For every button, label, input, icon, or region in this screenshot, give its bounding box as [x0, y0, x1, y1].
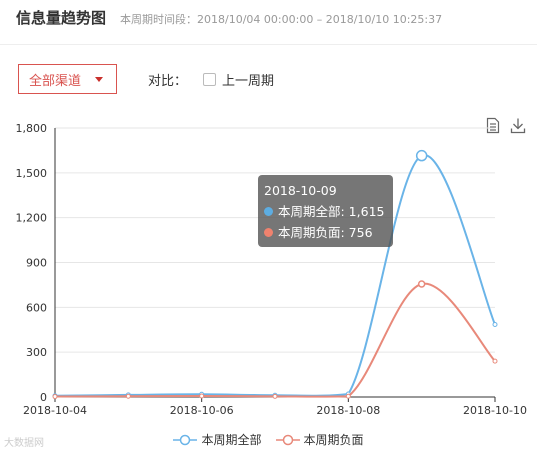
data-point: [415, 149, 428, 162]
data-point: [492, 322, 498, 328]
legend-item-negative[interactable]: 本周期负面: [275, 431, 364, 448]
chart-title: 信息量趋势图: [16, 9, 107, 27]
series-line: [54, 283, 496, 398]
y-tick-label: 1,200: [16, 212, 48, 225]
header-divider: [0, 44, 537, 45]
data-point: [125, 393, 131, 399]
data-point: [272, 393, 278, 399]
tooltip-dot-all: [264, 207, 273, 216]
compare-control: 对比： 上一周期: [148, 70, 274, 89]
watermark: 大数据网: [4, 438, 44, 449]
data-view-icon[interactable]: [486, 117, 500, 134]
legend-item-all[interactable]: 本周期全部: [173, 431, 262, 448]
y-tick-label: 1,500: [16, 167, 48, 180]
previous-period-label[interactable]: 上一周期: [222, 74, 275, 89]
y-tick-label: 300: [26, 346, 47, 359]
tooltip-value-negative: 本周期负面: 756: [278, 225, 373, 240]
channel-dropdown[interactable]: 全部渠道: [18, 64, 117, 94]
previous-period-checkbox[interactable]: [203, 73, 217, 86]
tooltip-dot-negative: [264, 228, 273, 237]
tooltip: 2018-10-09 本周期全部: 1,615 本周期负面: 756: [258, 175, 393, 247]
chevron-down-icon: [95, 76, 104, 82]
tooltip-date: 2018-10-09: [264, 183, 337, 198]
y-tick-label: 0: [40, 391, 47, 404]
x-tick-label: 2018-10-10: [463, 404, 527, 417]
y-tick-label: 900: [26, 257, 47, 270]
data-point: [492, 358, 498, 364]
legend-marker-all: [173, 434, 198, 445]
x-tick-label: 2018-10-04: [23, 404, 87, 417]
legend-label-all: 本周期全部: [201, 433, 262, 447]
y-tick-label: 1,800: [16, 122, 48, 135]
legend: 本周期全部 本周期负面: [0, 431, 537, 448]
legend-label-negative: 本周期负面: [303, 433, 364, 447]
chart-toolbox: [486, 117, 526, 134]
data-point: [417, 280, 426, 288]
channel-dropdown-label: 全部渠道: [29, 73, 82, 89]
legend-marker-negative: [275, 434, 300, 445]
data-point: [52, 394, 58, 400]
download-icon[interactable]: [510, 117, 526, 134]
tooltip-row-negative: 本周期负面: 756: [264, 222, 387, 243]
header: 信息量趋势图 本周期时间段：2018/10/04 00:00:00 – 2018…: [16, 7, 521, 31]
x-tick-label: 2018-10-06: [170, 404, 234, 417]
data-point: [199, 393, 205, 399]
y-tick-label: 600: [26, 301, 47, 314]
tooltip-value-all: 本周期全部: 1,615: [278, 204, 385, 219]
compare-label: 对比：: [148, 74, 188, 89]
period-range: 本周期时间段：2018/10/04 00:00:00 – 2018/10/10 …: [120, 13, 443, 26]
x-tick-label: 2018-10-08: [316, 404, 380, 417]
tooltip-row-all: 本周期全部: 1,615: [264, 201, 387, 222]
data-point: [345, 393, 351, 399]
